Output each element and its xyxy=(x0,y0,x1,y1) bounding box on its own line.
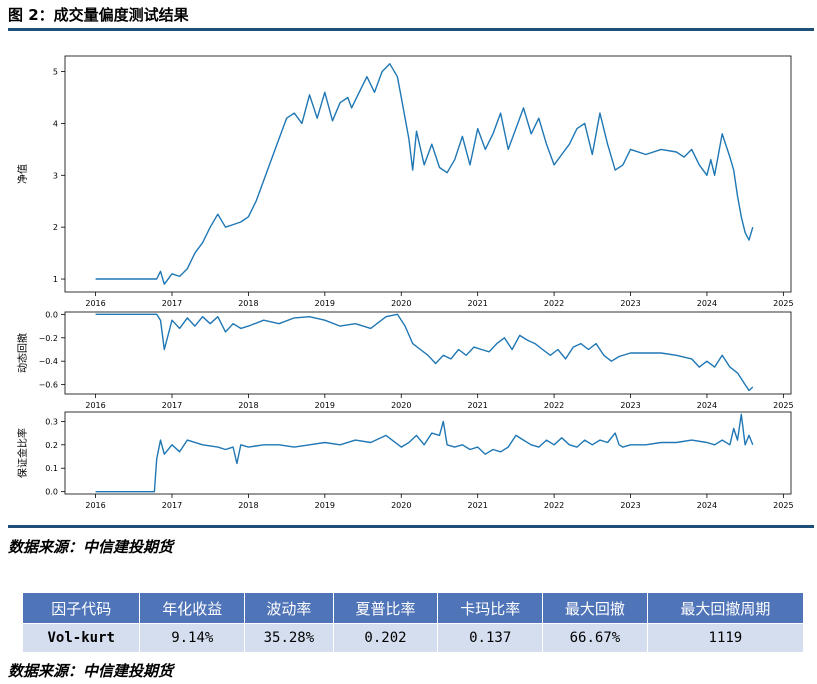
nav-xtick-label: 2025 xyxy=(773,299,793,308)
nav-ylabel: 净值 xyxy=(16,164,29,184)
margin-ytick-label: 0.1 xyxy=(45,464,58,473)
drawdown-xtick-label: 2025 xyxy=(773,401,793,410)
nav-xtick-label: 2021 xyxy=(467,299,487,308)
nav-plot-frame xyxy=(64,55,792,293)
margin-ytick-label: 0.3 xyxy=(45,417,58,426)
drawdown-ylabel: 动态回撤 xyxy=(16,333,29,373)
header-max-drawdown-period: 最大回撤周期 xyxy=(646,592,805,624)
drawdown-xtick-label: 2023 xyxy=(620,401,640,410)
nav-ytick-label: 3 xyxy=(53,171,58,180)
nav-xtick-label: 2018 xyxy=(238,299,258,308)
nav-ytick-label: 4 xyxy=(53,119,58,128)
nav-ytick-label: 2 xyxy=(53,223,58,232)
header-sharpe: 夏普比率 xyxy=(332,592,439,624)
margin-plot-frame xyxy=(64,411,792,495)
source-divider xyxy=(8,525,814,528)
nav-xtick-label: 2019 xyxy=(315,299,335,308)
source-note-bottom: 数据来源：中信建投期货 xyxy=(8,662,174,680)
drawdown-xtick-label: 2022 xyxy=(544,401,564,410)
nav-ytick-label: 1 xyxy=(53,275,58,284)
header-volatility: 波动率 xyxy=(244,592,334,624)
metrics-table: 因子代码 年化收益 波动率 夏普比率 卡玛比率 最大回撤 最大回撤周期 Vol-… xyxy=(21,592,805,653)
cell-max-drawdown: 66.67% xyxy=(542,623,648,653)
cell-calmar: 0.137 xyxy=(437,623,544,653)
nav-xtick-label: 2023 xyxy=(620,299,640,308)
title-divider xyxy=(8,28,814,31)
table-row: Vol-kurt 9.14% 35.28% 0.202 0.137 66.67%… xyxy=(21,623,805,653)
nav-series-line xyxy=(95,63,754,285)
margin-xtick-label: 2016 xyxy=(85,501,105,510)
header-calmar: 卡玛比率 xyxy=(437,592,544,624)
header-factor-code: 因子代码 xyxy=(21,592,141,624)
drawdown-ytick-label: −0.4 xyxy=(39,357,58,366)
margin-ylabel: 保证金比率 xyxy=(16,428,29,478)
cell-max-drawdown-period: 1119 xyxy=(646,623,805,653)
margin-xtick-label: 2021 xyxy=(467,501,487,510)
nav-xtick-label: 2017 xyxy=(162,299,182,308)
nav-xtick-label: 2024 xyxy=(697,299,717,308)
nav-ytick-label: 5 xyxy=(53,68,58,77)
drawdown-series-line xyxy=(95,313,754,392)
charts-svg: 1 2 3 4 5 2016 2017 2018 2019 2020 2021 2022 2023 202… xyxy=(16,55,794,510)
margin-xtick-label: 2019 xyxy=(315,501,335,510)
table-header-row: 因子代码 年化收益 波动率 夏普比率 卡玛比率 最大回撤 最大回撤周期 xyxy=(21,592,805,624)
margin-xtick-label: 2018 xyxy=(238,501,258,510)
cell-sharpe: 0.202 xyxy=(332,623,439,653)
margin-xtick-label: 2024 xyxy=(697,501,717,510)
drawdown-plot-frame xyxy=(64,311,792,395)
margin-ytick-label: 0.0 xyxy=(45,488,58,497)
cell-factor-code: Vol-kurt xyxy=(21,623,141,653)
nav-xtick-label: 2022 xyxy=(544,299,564,308)
drawdown-xtick-label: 2024 xyxy=(697,401,717,410)
drawdown-xtick-label: 2021 xyxy=(467,401,487,410)
cell-annual-return: 9.14% xyxy=(139,623,246,653)
drawdown-xtick-label: 2019 xyxy=(315,401,335,410)
header-max-drawdown: 最大回撤 xyxy=(542,592,648,624)
margin-series-line xyxy=(95,413,754,493)
margin-xtick-label: 2025 xyxy=(773,501,793,510)
margin-ytick-label: 0.2 xyxy=(45,441,58,450)
drawdown-xtick-label: 2020 xyxy=(391,401,411,410)
margin-xtick-label: 2017 xyxy=(162,501,182,510)
margin-xtick-label: 2023 xyxy=(620,501,640,510)
drawdown-ytick-label: 0.0 xyxy=(45,310,58,319)
margin-xtick-label: 2022 xyxy=(544,501,564,510)
drawdown-ytick-label: −0.2 xyxy=(39,334,58,343)
cell-volatility: 35.28% xyxy=(244,623,334,653)
header-annual-return: 年化收益 xyxy=(139,592,246,624)
drawdown-xtick-label: 2016 xyxy=(85,401,105,410)
drawdown-ytick-label: −0.6 xyxy=(39,381,58,390)
nav-xtick-label: 2016 xyxy=(85,299,105,308)
nav-xtick-label: 2020 xyxy=(391,299,411,308)
chart-area: 1 2 3 4 5 2016 2017 2018 2019 2020 2021 2022 2023 202… xyxy=(0,36,817,516)
drawdown-xtick-label: 2017 xyxy=(162,401,182,410)
margin-xtick-label: 2020 xyxy=(391,501,411,510)
source-note-top: 数据来源：中信建投期货 xyxy=(8,538,174,556)
figure-title: 图 2：成交量偏度测试结果 xyxy=(8,6,189,24)
drawdown-xtick-label: 2018 xyxy=(238,401,258,410)
